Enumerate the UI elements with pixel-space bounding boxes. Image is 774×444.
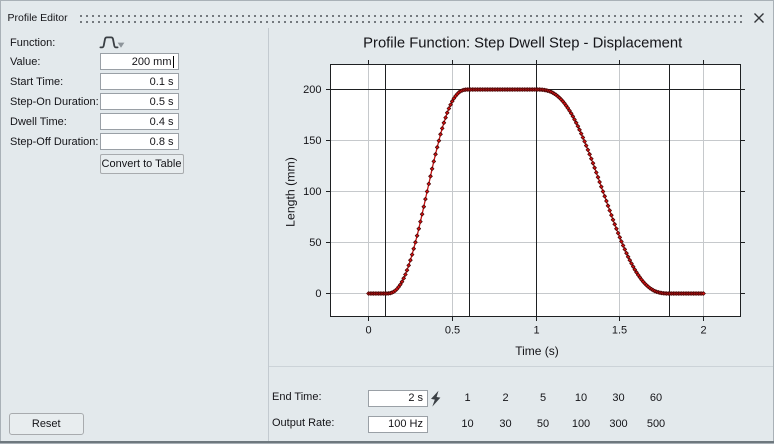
svg-text:0.5: 0.5: [445, 325, 460, 337]
svg-text:200: 200: [303, 84, 321, 96]
svg-text:100: 100: [303, 186, 321, 198]
svg-text:Length (mm): Length (mm): [284, 157, 298, 227]
svg-text:Time (s): Time (s): [515, 344, 559, 358]
svg-text:150: 150: [303, 135, 321, 147]
svg-text:0: 0: [315, 288, 321, 300]
svg-text:1.5: 1.5: [612, 325, 627, 337]
svg-text:0: 0: [365, 325, 371, 337]
svg-text:2: 2: [700, 325, 706, 337]
svg-text:1: 1: [533, 325, 539, 337]
svg-text:50: 50: [309, 237, 321, 249]
svg-text:Profile Function: Step Dwell S: Profile Function: Step Dwell Step - Disp…: [363, 36, 682, 52]
